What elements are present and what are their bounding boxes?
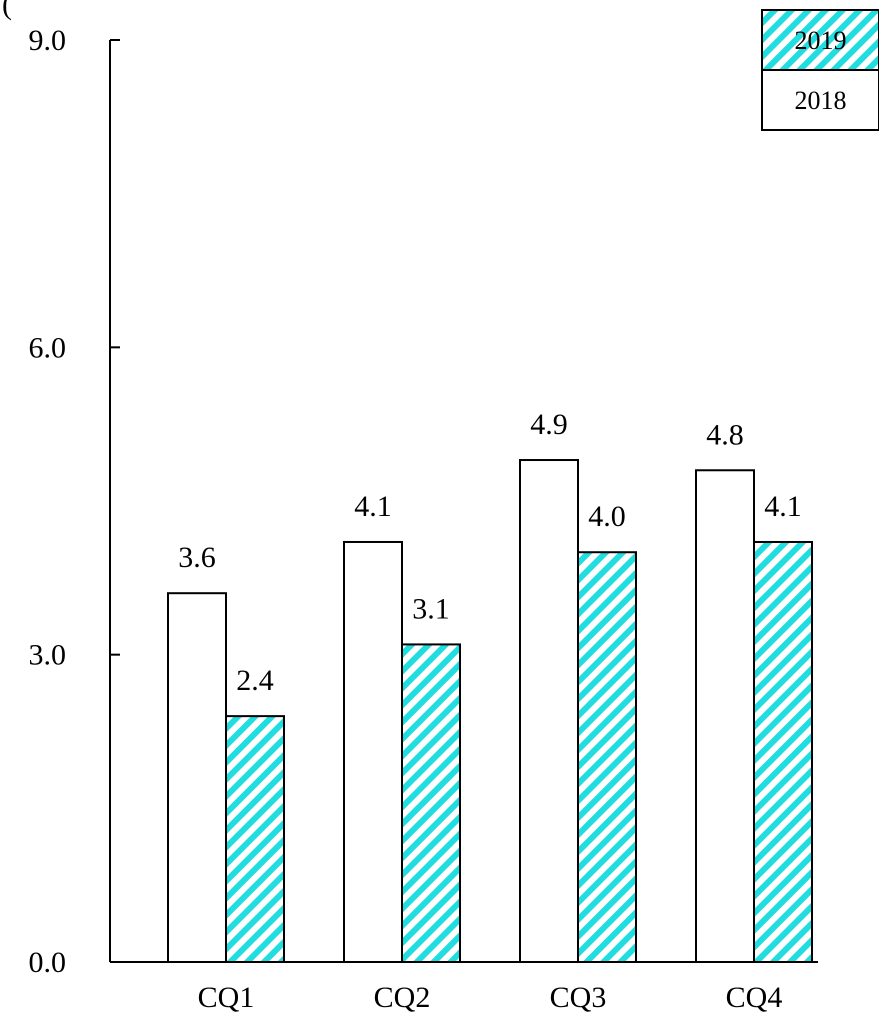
legend-swatch-2019: [761, 9, 879, 71]
data-label-2018-CQ3: 4.9: [530, 408, 568, 441]
y-tick-label: 6.0: [29, 331, 67, 364]
data-label-2019-CQ1: 2.4: [236, 664, 274, 697]
category-label-CQ1: CQ1: [198, 981, 255, 1014]
bars: [167, 459, 813, 964]
y-tick-label: 0.0: [29, 946, 67, 979]
legend-label-2018: 2018: [795, 86, 847, 115]
bar-2018-CQ1: [167, 592, 227, 963]
y-tick-label: 9.0: [29, 24, 67, 57]
category-label-CQ2: CQ2: [374, 981, 431, 1014]
data-label-2018-CQ1: 3.6: [178, 541, 216, 574]
data-label-2019-CQ2: 3.1: [412, 592, 450, 625]
category-label-CQ3: CQ3: [550, 981, 607, 1014]
legend-label-2019: 2019: [795, 26, 847, 55]
data-label-2019-CQ3: 4.0: [588, 500, 626, 533]
top-left-fragment: (: [2, 0, 12, 21]
labels: 3.6 2.4 CQ1 4.1 3.1 CQ2 4.9 4.0 CQ3 4.8 4.1 CQ4: [178, 408, 802, 1014]
legend-swatch-2018: [761, 69, 879, 131]
data-label-2019-CQ4: 4.1: [764, 490, 802, 523]
data-label-2018-CQ4: 4.8: [706, 418, 744, 451]
bar-2018-CQ3: [519, 459, 579, 963]
data-label-2018-CQ2: 4.1: [354, 490, 392, 523]
bar-2018-CQ4: [695, 469, 755, 963]
bar-2019-CQ2: [401, 643, 461, 964]
category-label-CQ4: CQ4: [726, 981, 783, 1014]
bar-2019-CQ3: [577, 551, 637, 963]
bar-2019-CQ4: [753, 540, 813, 963]
bar-2019-CQ1: [225, 715, 285, 964]
legend: 2019 2018: [761, 9, 879, 131]
y-tick-label: 3.0: [29, 639, 67, 672]
bar-2018-CQ2: [343, 540, 403, 963]
